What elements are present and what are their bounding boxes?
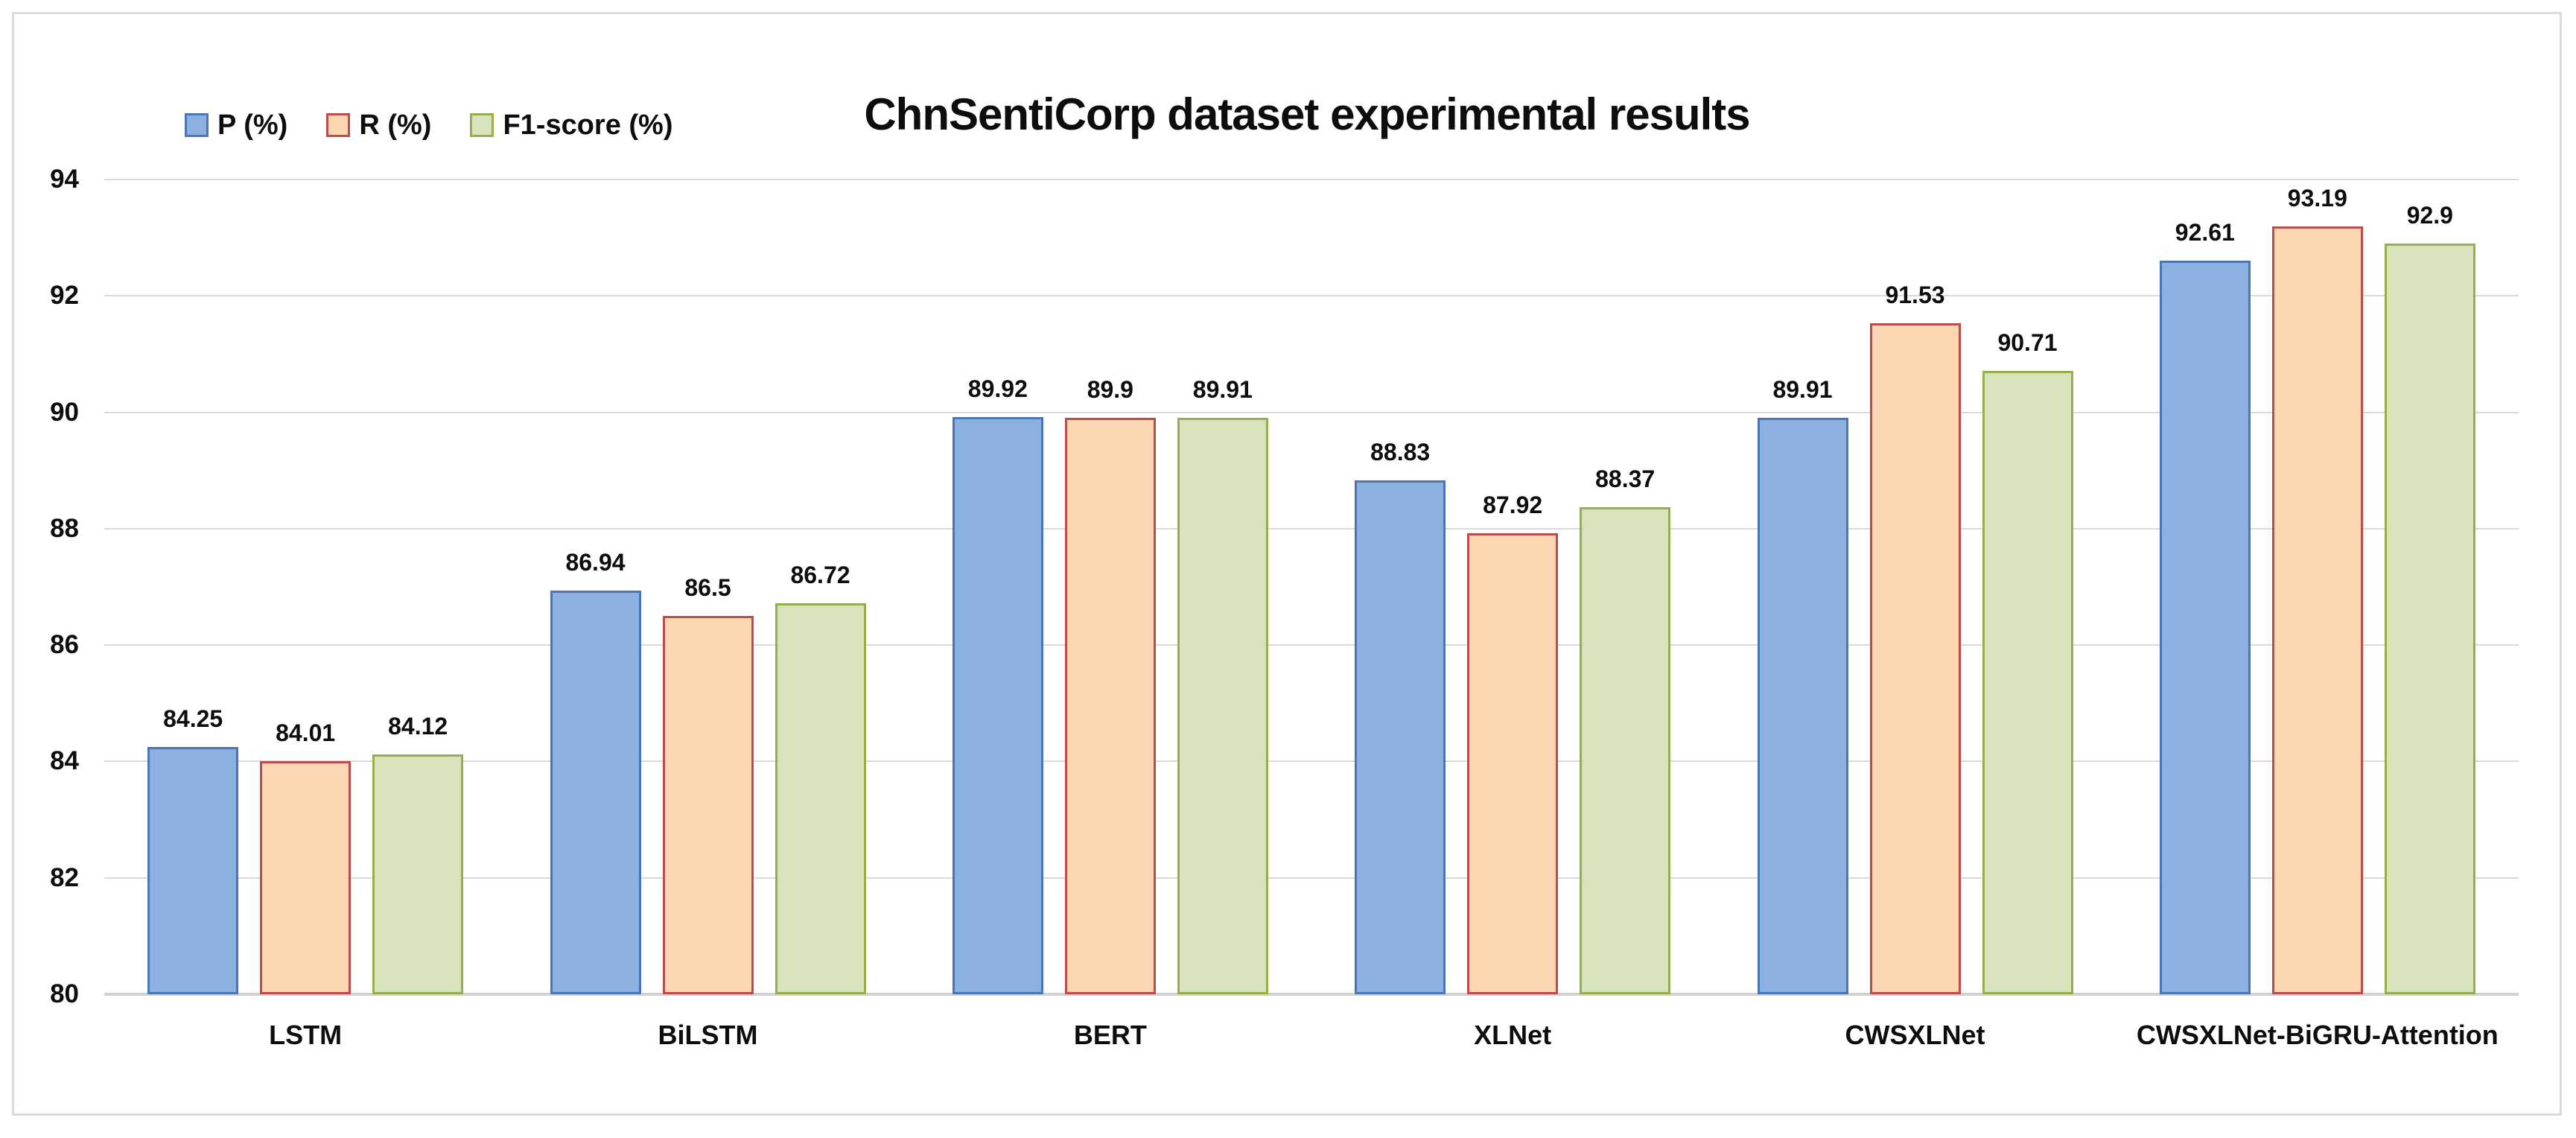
x-category-label: CWSXLNet-BiGRU-Attention <box>2136 1020 2499 1050</box>
bar <box>372 754 464 994</box>
bar-value-label: 88.37 <box>1595 465 1656 492</box>
bar-value-label: 88.83 <box>1370 438 1431 465</box>
bar <box>1580 506 1671 994</box>
legend-label-r: R (%) <box>359 109 432 141</box>
bar-value-label: 90.71 <box>1997 329 2058 357</box>
legend-swatch-f1-icon <box>470 113 494 137</box>
bar <box>1064 418 1156 994</box>
x-category-label: XLNet <box>1474 1020 1552 1050</box>
bar <box>1467 533 1559 994</box>
y-tick-label: 88 <box>50 513 79 543</box>
bar-value-label: 92.9 <box>2406 201 2453 229</box>
bar-value-label: 89.91 <box>1772 375 1833 403</box>
legend-swatch-r-icon <box>326 113 351 137</box>
legend-item-f1: F1-score (%) <box>470 109 673 141</box>
bar-value-label: 86.5 <box>684 574 731 602</box>
gridline <box>104 411 2519 413</box>
x-category-label: BiLSTM <box>658 1020 758 1050</box>
x-category-label: BERT <box>1073 1020 1147 1050</box>
y-tick-label: 84 <box>50 746 79 776</box>
legend-item-p: P (%) <box>185 110 287 140</box>
gridline <box>104 295 2519 297</box>
y-axis-baseline <box>104 993 2519 996</box>
y-tick-label: 80 <box>50 979 79 1008</box>
x-category-label: CWSXLNet <box>1845 1020 1985 1050</box>
bar <box>550 590 641 994</box>
bar-value-label: 89.91 <box>1192 375 1253 403</box>
bar <box>147 746 239 994</box>
bar-value-label: 84.25 <box>163 705 223 732</box>
bar <box>2384 243 2475 994</box>
bar-value-label: 89.9 <box>1087 376 1133 404</box>
bar <box>952 416 1043 994</box>
gridline <box>104 877 2519 879</box>
bar-value-label: 86.72 <box>790 561 850 588</box>
gridline <box>104 644 2519 646</box>
bar-value-label: 89.92 <box>967 375 1028 402</box>
bar-value-label: 87.92 <box>1483 492 1543 519</box>
gridline <box>104 179 2519 180</box>
legend-label-f1: F1-score (%) <box>503 109 673 141</box>
bar-value-label: 84.01 <box>276 719 336 746</box>
y-tick-label: 92 <box>50 281 79 311</box>
bar <box>1869 323 1961 994</box>
legend-label-p: P (%) <box>217 109 288 141</box>
bar <box>2159 260 2251 994</box>
bar <box>662 616 754 994</box>
bar-value-label: 93.19 <box>2287 185 2347 212</box>
bar <box>775 603 866 994</box>
bar-value-label: 91.53 <box>1885 282 1945 308</box>
y-tick-label: 90 <box>50 397 79 427</box>
x-category-label: LSTM <box>269 1020 343 1050</box>
bar <box>260 760 352 994</box>
bar-value-label: 92.61 <box>2175 218 2235 246</box>
bar-value-label: 86.94 <box>565 548 626 576</box>
y-tick-label: 86 <box>50 630 79 660</box>
bar <box>1982 371 2073 994</box>
chart-title: ChnSentiCorp dataset experimental result… <box>864 89 1750 139</box>
y-tick-label: 94 <box>50 165 79 194</box>
legend: P (%) R (%) F1-score (%) <box>185 110 673 140</box>
bar <box>1355 480 1446 994</box>
bar <box>1177 417 1268 994</box>
legend-item-r: R (%) <box>326 110 431 140</box>
bar <box>1757 417 1848 994</box>
bar <box>2271 226 2363 994</box>
legend-swatch-p-icon <box>185 113 209 137</box>
gridline <box>104 760 2519 763</box>
bar-value-label: 84.12 <box>388 713 448 740</box>
y-tick-label: 82 <box>50 862 79 892</box>
gridline <box>104 527 2519 530</box>
